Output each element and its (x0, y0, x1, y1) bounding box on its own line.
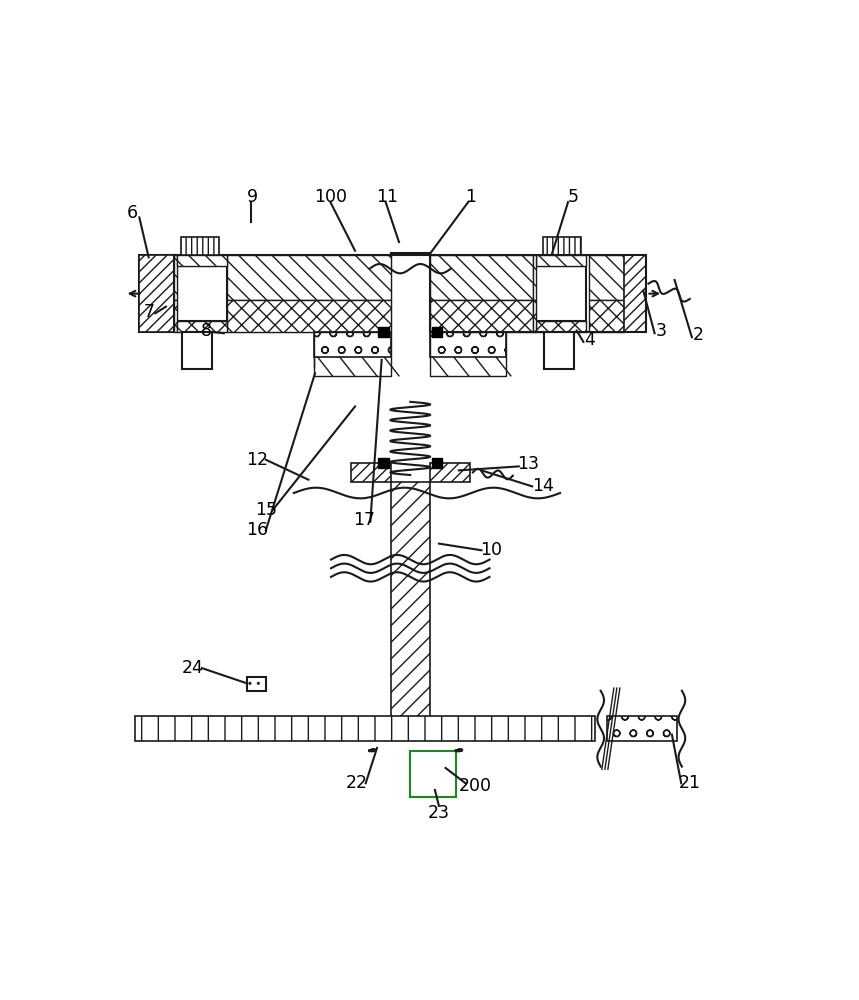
Bar (533, 300, 536, 332)
Text: 22: 22 (346, 774, 368, 792)
Bar (136, 716, 594, 741)
Text: 23: 23 (428, 804, 450, 822)
Bar (378, 327, 389, 337)
Bar (533, 255, 536, 300)
Text: 6: 6 (127, 204, 138, 222)
Text: 7: 7 (143, 303, 154, 321)
Bar (391, 253, 430, 255)
Bar (430, 255, 647, 332)
Bar (589, 300, 624, 332)
Bar (177, 266, 227, 321)
Bar (227, 255, 391, 300)
Text: 200: 200 (459, 777, 491, 795)
Bar (624, 255, 647, 332)
Text: 10: 10 (480, 541, 502, 559)
Text: 24: 24 (181, 659, 204, 677)
Text: 9: 9 (247, 188, 258, 206)
Text: 17: 17 (353, 511, 375, 529)
Bar (431, 327, 442, 337)
Bar (430, 332, 506, 376)
Bar (544, 332, 574, 369)
Bar (177, 321, 227, 332)
Bar (174, 255, 177, 300)
Text: 11: 11 (376, 188, 398, 206)
Bar (314, 332, 391, 376)
Bar (543, 237, 582, 255)
Bar (351, 463, 391, 482)
Text: 5: 5 (568, 188, 579, 206)
Text: 3: 3 (655, 322, 667, 340)
Bar (536, 266, 586, 321)
Bar (430, 300, 533, 332)
Text: 100: 100 (314, 188, 347, 206)
Bar (182, 332, 212, 369)
Bar (174, 300, 177, 332)
Bar (177, 255, 227, 266)
Text: 15: 15 (255, 501, 277, 519)
Text: 12: 12 (247, 451, 268, 469)
Text: 4: 4 (585, 331, 595, 349)
Bar (139, 255, 391, 332)
Bar (536, 255, 586, 266)
Text: 8: 8 (200, 322, 211, 340)
Text: 2: 2 (693, 326, 704, 344)
Bar (180, 237, 219, 255)
Bar (430, 255, 533, 300)
Bar (411, 751, 455, 797)
Bar (139, 255, 174, 332)
Bar (227, 300, 391, 332)
Bar (606, 716, 677, 741)
Bar (430, 332, 506, 357)
Text: 1: 1 (465, 188, 476, 206)
Bar (536, 321, 586, 332)
Text: 13: 13 (517, 455, 539, 473)
Bar (430, 463, 470, 482)
Bar (378, 458, 389, 468)
Bar (314, 332, 391, 357)
Text: 21: 21 (679, 774, 701, 792)
Bar (247, 677, 265, 691)
Bar (391, 482, 430, 735)
Bar (431, 458, 442, 468)
Text: 16: 16 (246, 521, 268, 539)
Text: 14: 14 (533, 477, 554, 495)
Bar (589, 255, 624, 300)
